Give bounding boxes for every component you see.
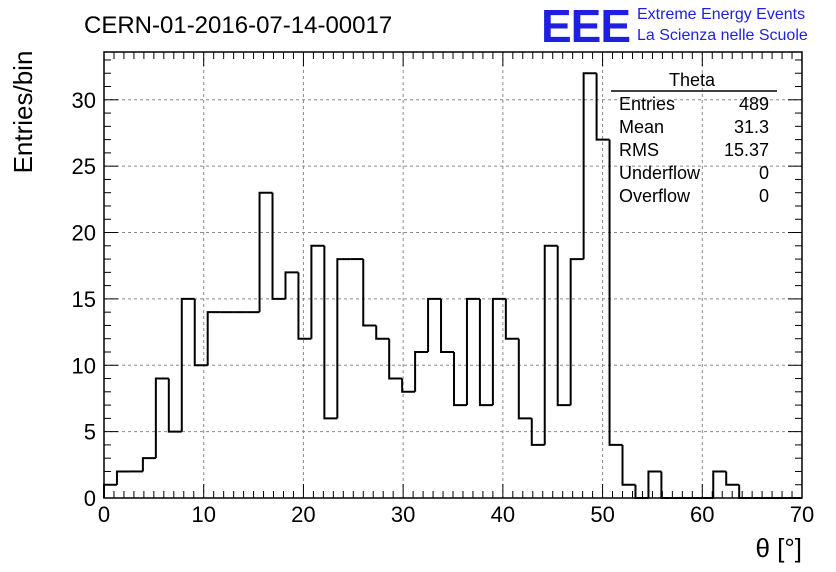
stats-title: Theta	[669, 70, 716, 90]
histogram-bin-26	[440, 298, 454, 353]
stats-row-value-1: 31.3	[734, 117, 769, 137]
histogram-bin-48	[725, 471, 740, 486]
histogram-bin-31	[504, 298, 519, 340]
histogram-bin-32	[517, 338, 532, 420]
histogram-bin-3	[141, 457, 156, 472]
histogram-bin-35	[556, 245, 571, 407]
histogram-bin-22	[388, 338, 403, 380]
histogram-bin-12	[258, 191, 273, 313]
histogram-bin-49	[738, 484, 753, 499]
histogram-bin-27	[452, 351, 467, 407]
y-tick-label-1: 5	[84, 420, 96, 445]
histogram-bin-24	[414, 350, 429, 392]
histogram-bin-21	[375, 325, 390, 340]
y-tick-label-6: 30	[72, 88, 96, 113]
x-tick-label-5: 50	[590, 502, 614, 527]
histogram-bin-36	[569, 258, 584, 406]
histogram-bin-5	[167, 378, 182, 433]
histogram-bin-18	[336, 258, 351, 419]
stats-row-label-3: Underflow	[619, 163, 701, 183]
eee-logo: EEE Extreme Energy Events La Scienza nel…	[541, 0, 808, 52]
histogram-bin-4	[154, 377, 169, 459]
logo-line-1: Extreme Energy Events	[637, 6, 805, 23]
stats-row-label-2: RMS	[619, 140, 659, 160]
x-tick-label-1: 10	[191, 502, 215, 527]
histogram-bin-38	[595, 73, 610, 141]
stats-row-label-4: Overflow	[619, 186, 691, 206]
stats-row-value-4: 0	[759, 186, 769, 206]
histogram-layer	[103, 72, 802, 499]
logo-line-2: La Scienza nelle Scuole	[637, 27, 808, 44]
histogram-bin-16	[310, 244, 325, 339]
stats-rows: Entries 489 Mean 31.3 RMS 15.37 Underflow 0 Over…	[619, 94, 769, 206]
histogram-bin-39	[608, 139, 623, 446]
stats-row-value-3: 0	[759, 163, 769, 183]
axis-layer: 0 10 20 30 40 50 60 70 0 5 10 15 20 25 30	[72, 51, 814, 527]
histogram-bin-28	[465, 297, 480, 406]
run-title: CERN-01-2016-07-14-00017	[84, 12, 392, 39]
histogram-bin-37	[582, 72, 597, 260]
y-tick-label-5: 25	[72, 154, 96, 179]
grid-layer	[104, 52, 802, 498]
histogram-bin-34	[543, 244, 558, 445]
histogram-bin-47	[712, 470, 727, 498]
histogram-bin-40	[621, 444, 636, 486]
histogram-bin-33	[530, 418, 545, 446]
stats-box: Theta Entries 489 Mean 31.3 RMS 15.37 Underflo…	[611, 70, 777, 206]
x-tick-label-6: 60	[690, 502, 714, 527]
histogram-bin-25	[427, 297, 442, 352]
histogram-bin-23	[401, 378, 416, 393]
y-tick-label-0: 0	[84, 486, 96, 511]
histogram-bin-7	[193, 298, 208, 367]
histogram-bin-1	[115, 470, 130, 485]
histogram-bin-29	[478, 298, 493, 407]
plot-frame	[103, 51, 803, 499]
histogram-bin-15	[297, 272, 312, 340]
x-tick-label-4: 40	[491, 502, 515, 527]
histogram-bin-8	[206, 311, 221, 366]
histogram-bin-20	[362, 259, 377, 327]
stats-row-value-2: 15.37	[724, 140, 769, 160]
stats-row-label-1: Mean	[619, 117, 664, 137]
stats-row-label-0: Entries	[619, 94, 675, 114]
x-axis-title: θ [°]	[755, 533, 802, 563]
y-tick-label-4: 20	[72, 221, 96, 246]
x-tick-label-3: 30	[391, 502, 415, 527]
histogram-bin-30	[491, 297, 506, 406]
y-tick-label-3: 15	[72, 287, 96, 312]
logo-mark: EEE	[541, 0, 630, 52]
histogram-bin-14	[284, 271, 299, 299]
y-tick-label-2: 10	[72, 353, 96, 378]
histogram-bin-17	[323, 245, 338, 420]
histogram-bin-0	[103, 483, 117, 498]
x-tick-label-7: 70	[790, 502, 814, 527]
histogram-bin-6	[180, 297, 195, 432]
x-tick-label-0: 0	[98, 502, 110, 527]
histogram-bin-42	[647, 470, 662, 498]
stats-row-value-0: 489	[739, 94, 769, 114]
x-tick-label-2: 20	[291, 502, 315, 527]
y-axis-title: Entries/bin	[8, 51, 38, 174]
histogram-bin-13	[271, 192, 286, 300]
